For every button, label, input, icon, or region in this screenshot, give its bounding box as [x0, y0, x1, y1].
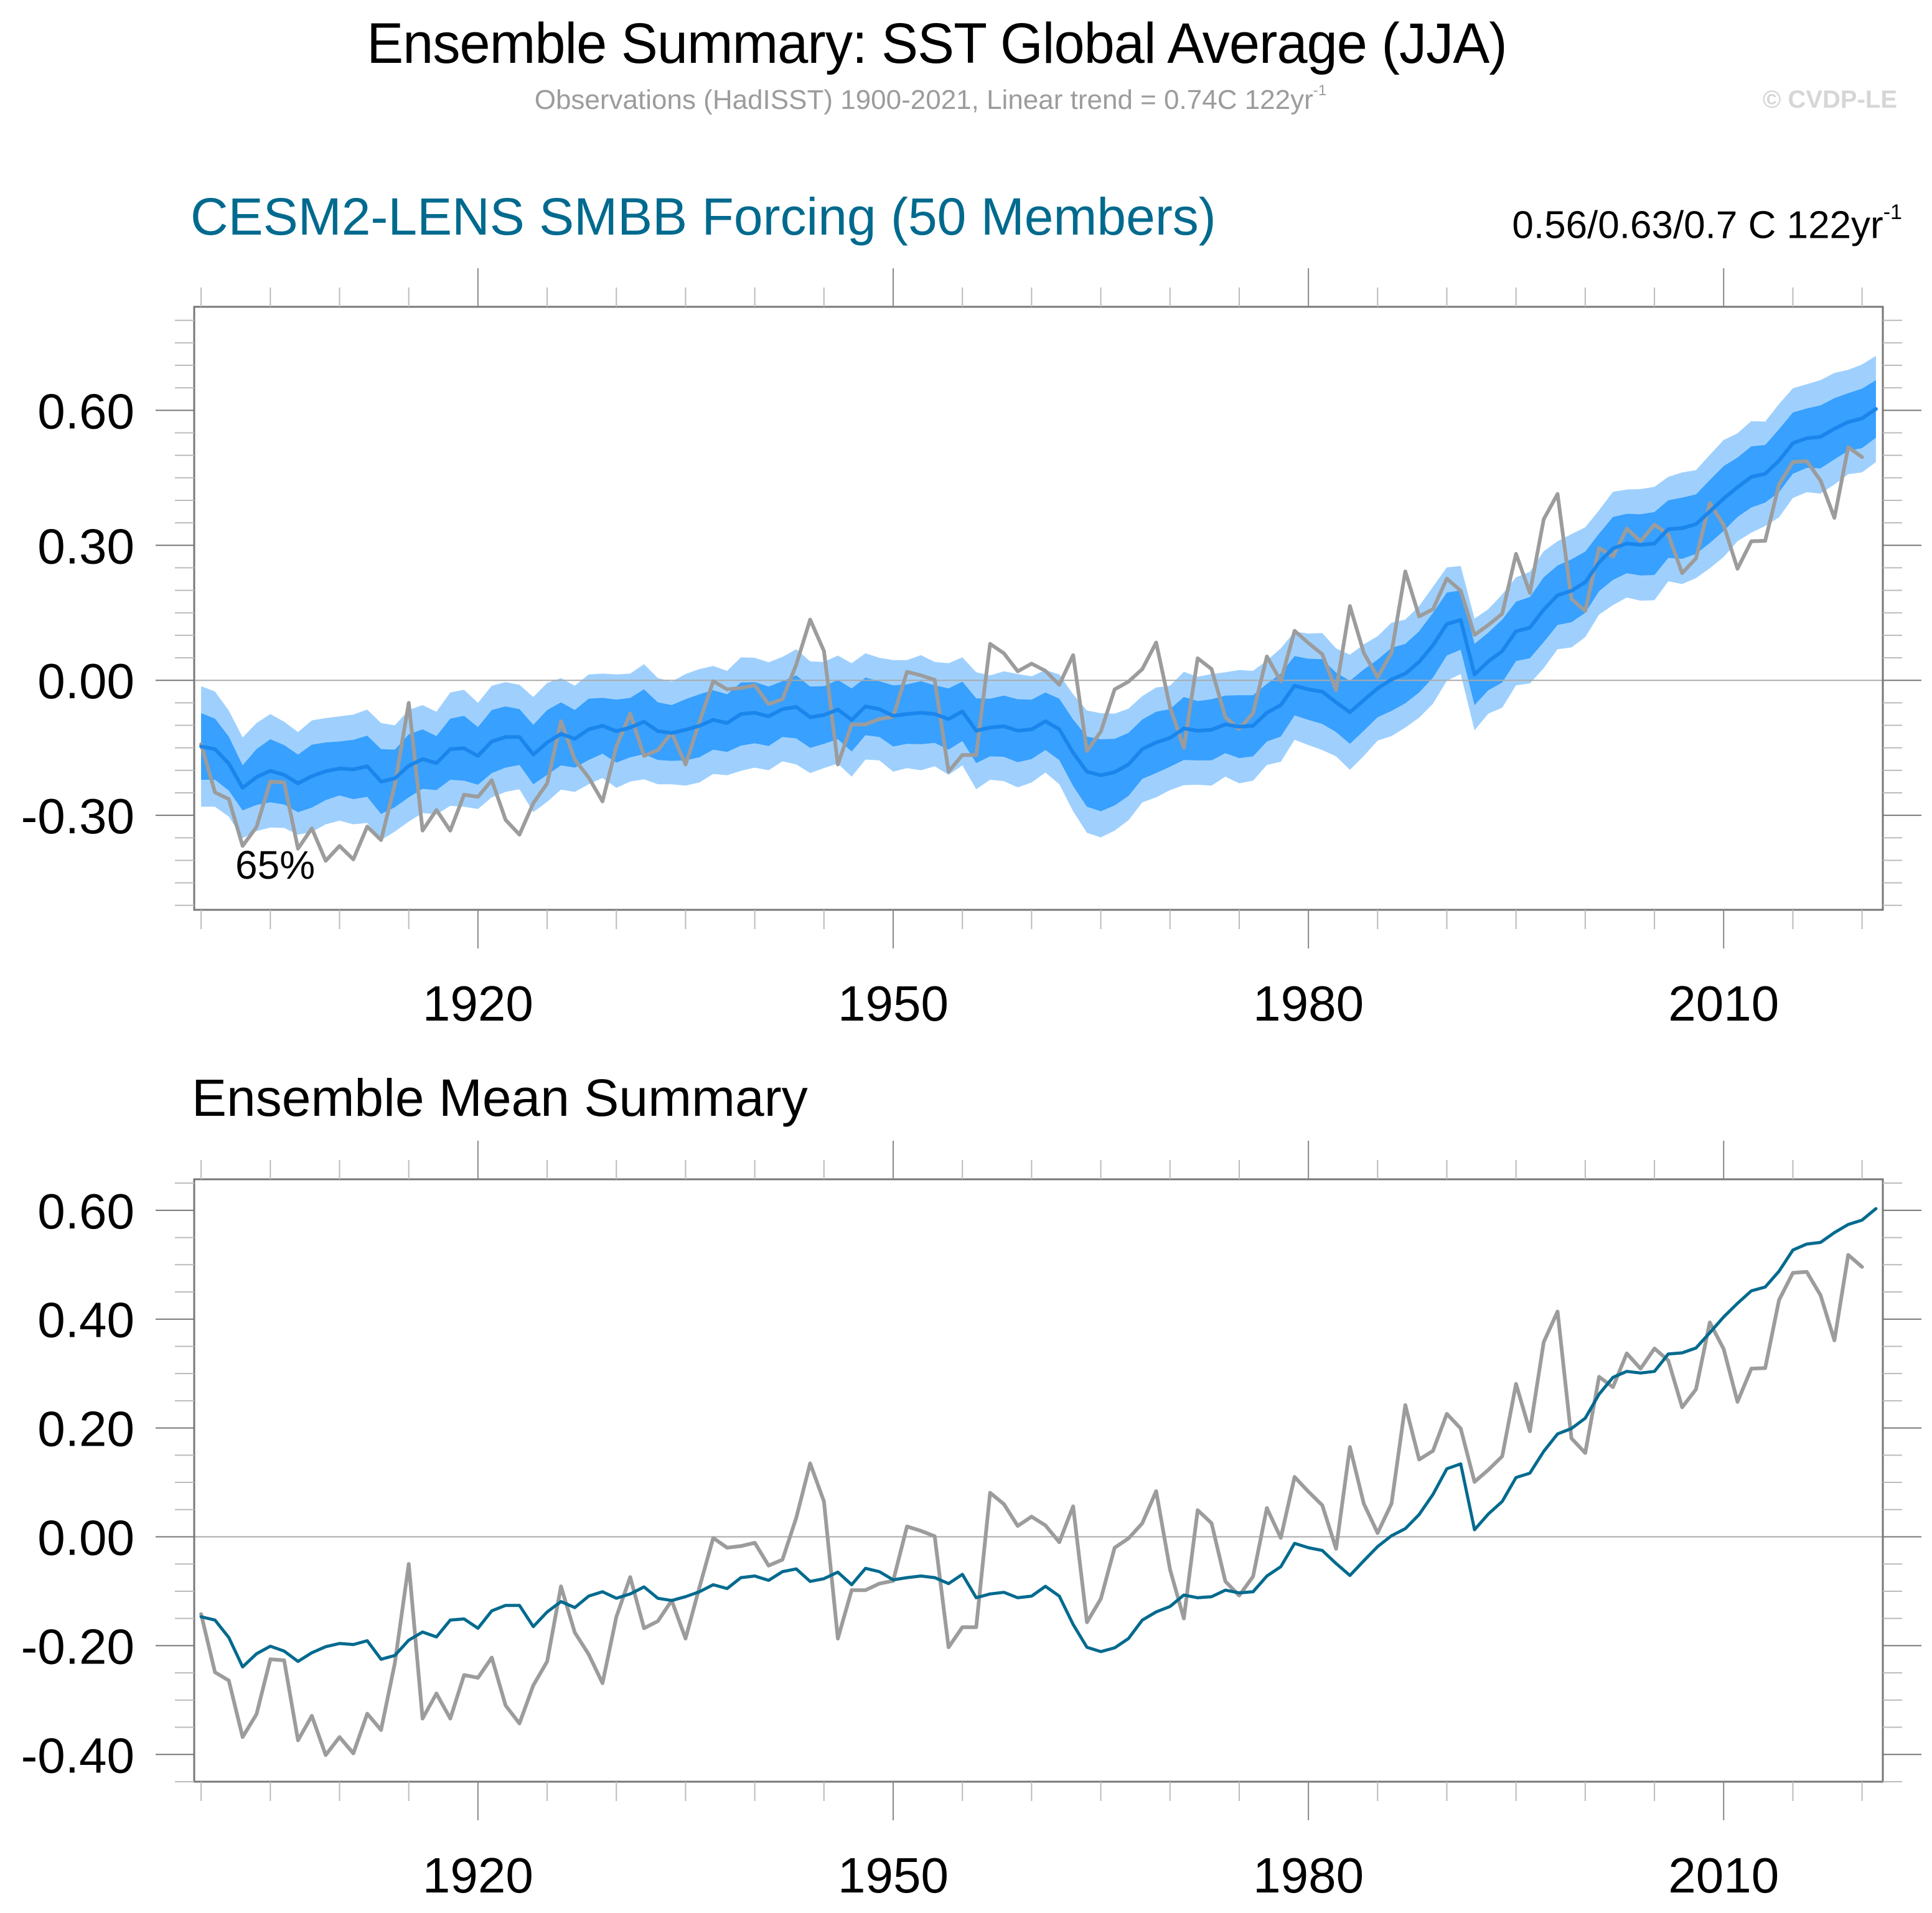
subtitle-exponent: -1: [1313, 82, 1327, 99]
x-tick-label: 1920: [423, 976, 533, 1031]
panel1-title: CESM2-LENS SMBB Forcing (50 Members): [190, 187, 1216, 246]
panel1-ensemble-spread: -0.30 0.00 0.30 0.60 1920 1950 1980 2010 65%: [21, 268, 1921, 1031]
y-tick-label: 0.60: [37, 1184, 134, 1239]
x-tick-label: 1920: [423, 1848, 533, 1903]
ensemble-mean-line: [199, 407, 1878, 790]
x-tick-label: 2010: [1668, 976, 1779, 1031]
observations-subtitle: Observations (HadISST) 1900-2021, Linear…: [0, 82, 1861, 116]
plot-frame: [193, 1178, 1884, 1783]
x-tick-label: 2010: [1668, 1848, 1779, 1903]
panel2-ensemble-mean: -0.40 -0.20 0.00 0.20 0.40 0.60 1920 1950 1980 20…: [21, 1141, 1921, 1903]
y-tick-label: 0.20: [37, 1401, 134, 1457]
y-tick-label: 0.60: [37, 383, 134, 439]
copyright-label: © CVDP-LE: [1762, 86, 1897, 113]
percent-annotation: 65%: [235, 843, 315, 887]
y-tick-label: -0.40: [21, 1728, 134, 1783]
y-tick-label: 0.00: [37, 653, 134, 709]
subtitle-text: Observations (HadISST) 1900-2021, Linear…: [534, 84, 1313, 115]
x-tick-label: 1980: [1253, 976, 1364, 1031]
y-tick-label: 0.40: [37, 1293, 134, 1348]
observations-line: [199, 1253, 1864, 1757]
x-tick-label: 1950: [838, 976, 949, 1031]
x-tick-label: 1950: [838, 1848, 949, 1903]
x-tick-label: 1980: [1253, 1848, 1364, 1903]
y-tick-label: 0.00: [37, 1510, 134, 1566]
inner-band-25-75: [201, 380, 1876, 814]
figure-title: Ensemble Summary: SST Global Average (JJ…: [367, 12, 1507, 75]
trend-text: 0.56/0.63/0.7 C 122yr: [1512, 203, 1883, 247]
y-tick-label: -0.20: [21, 1619, 134, 1674]
observations-line: [199, 445, 1864, 863]
y-tick-label: 0.30: [37, 518, 134, 574]
trend-exponent: -1: [1883, 200, 1902, 224]
ensemble-mean-line: [199, 1207, 1878, 1668]
panel1-trend-range: 0.56/0.63/0.7 C 122yr-1: [1512, 200, 1902, 248]
panel2-title: Ensemble Mean Summary: [192, 1069, 808, 1127]
plot-frame: [193, 306, 1884, 911]
y-tick-label: -0.30: [21, 788, 134, 844]
